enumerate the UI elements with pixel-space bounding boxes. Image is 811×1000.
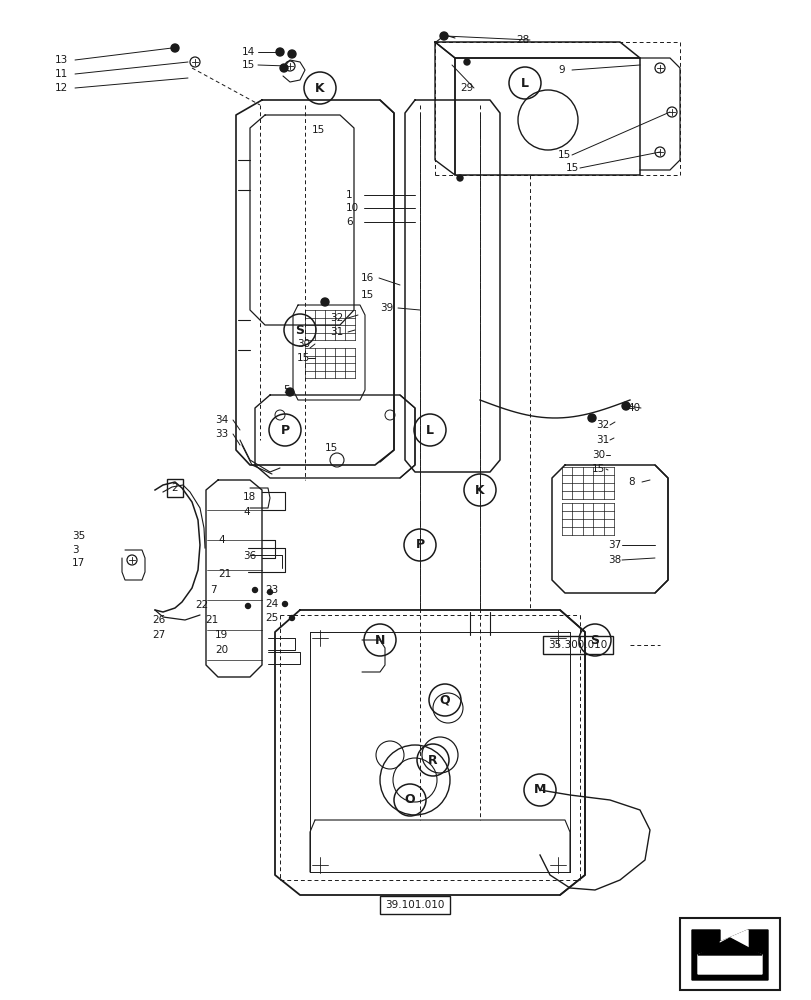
Text: 14: 14 (242, 47, 255, 57)
Polygon shape (719, 930, 747, 956)
Circle shape (280, 64, 288, 72)
Text: 31: 31 (595, 435, 608, 445)
Text: 23: 23 (264, 585, 278, 595)
Text: 15: 15 (565, 163, 578, 173)
Text: 37: 37 (607, 540, 620, 550)
Text: N: N (375, 634, 384, 647)
Text: 15: 15 (591, 464, 604, 474)
Text: 32: 32 (595, 420, 608, 430)
Text: R: R (427, 754, 437, 766)
Text: S: S (295, 324, 304, 336)
Text: 4: 4 (217, 535, 225, 545)
Text: 11: 11 (55, 69, 68, 79)
Text: 6: 6 (345, 217, 352, 227)
Text: P: P (415, 538, 424, 552)
Circle shape (457, 175, 462, 181)
Circle shape (245, 603, 250, 608)
Text: 15: 15 (297, 353, 310, 363)
Text: L: L (521, 77, 528, 90)
Circle shape (440, 32, 448, 40)
Text: 17: 17 (72, 558, 85, 568)
Text: 15: 15 (361, 290, 374, 300)
Text: 15: 15 (557, 150, 571, 160)
Text: 15: 15 (324, 443, 338, 453)
Circle shape (621, 402, 629, 410)
Text: 21: 21 (217, 569, 231, 579)
Text: K: K (315, 82, 324, 95)
Text: 13: 13 (55, 55, 68, 65)
Text: 30: 30 (297, 339, 310, 349)
Text: 1: 1 (345, 190, 352, 200)
Text: 5: 5 (283, 385, 290, 395)
Circle shape (282, 601, 287, 606)
Text: 24: 24 (264, 599, 278, 609)
Text: M: M (533, 783, 546, 796)
Text: 16: 16 (361, 273, 374, 283)
Text: 18: 18 (242, 492, 256, 502)
Polygon shape (697, 938, 761, 955)
Text: Q: Q (439, 694, 450, 706)
Text: 15: 15 (242, 60, 255, 70)
Text: 7: 7 (210, 585, 217, 595)
Text: 9: 9 (557, 65, 564, 75)
Text: 25: 25 (264, 613, 278, 623)
Text: 29: 29 (460, 83, 473, 93)
Text: 19: 19 (215, 630, 228, 640)
Text: 33: 33 (215, 429, 228, 439)
Circle shape (288, 50, 296, 58)
Text: 12: 12 (55, 83, 68, 93)
Circle shape (463, 59, 470, 65)
Circle shape (276, 48, 284, 56)
Text: S: S (590, 634, 599, 647)
Text: 39.101.010: 39.101.010 (385, 900, 444, 910)
Circle shape (285, 388, 294, 396)
Text: 8: 8 (627, 477, 634, 487)
Text: O: O (404, 793, 414, 806)
Circle shape (171, 44, 178, 52)
Text: 36: 36 (242, 551, 256, 561)
Text: 20: 20 (215, 645, 228, 655)
Circle shape (320, 298, 328, 306)
Text: 4: 4 (242, 507, 249, 517)
Text: 38: 38 (607, 555, 620, 565)
Text: 22: 22 (195, 600, 208, 610)
Text: 26: 26 (152, 615, 165, 625)
Text: 40: 40 (626, 403, 639, 413)
Text: 31: 31 (329, 327, 343, 337)
Text: 27: 27 (152, 630, 165, 640)
Polygon shape (691, 930, 767, 980)
Circle shape (290, 615, 294, 620)
Text: 39: 39 (380, 303, 393, 313)
Circle shape (587, 414, 595, 422)
Text: 28: 28 (515, 35, 529, 45)
Text: 35: 35 (72, 531, 85, 541)
Text: 10: 10 (345, 203, 358, 213)
Text: L: L (426, 424, 433, 436)
Text: 21: 21 (204, 615, 218, 625)
Text: 35.300.010: 35.300.010 (547, 640, 607, 650)
Polygon shape (697, 942, 761, 974)
Text: 15: 15 (311, 125, 325, 135)
Text: 30: 30 (591, 450, 604, 460)
Text: K: K (474, 484, 484, 496)
Text: 34: 34 (215, 415, 228, 425)
Text: 32: 32 (329, 313, 343, 323)
Text: P: P (280, 424, 290, 436)
Text: 3: 3 (72, 545, 79, 555)
Text: 2: 2 (171, 483, 178, 493)
Circle shape (267, 589, 272, 594)
Circle shape (252, 587, 257, 592)
